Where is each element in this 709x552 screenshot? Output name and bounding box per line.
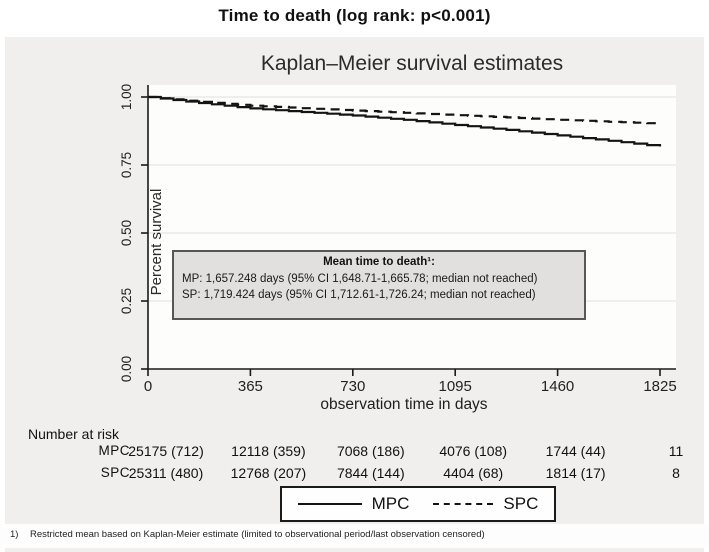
legend-dashed-line-icon <box>433 503 494 505</box>
footnote: 1) Restricted mean based on Kaplan-Meier … <box>10 529 485 540</box>
annotation-title: Mean time to death¹: <box>323 256 435 268</box>
risk-cell: 12768 (207) <box>230 465 307 481</box>
x-axis-label: observation time in days <box>320 396 487 413</box>
y-tick-label: 0.50 <box>119 220 134 246</box>
y-axis-label: Percent survival <box>148 188 165 296</box>
x-tick-label: 730 <box>340 378 365 395</box>
risk-cell: 7068 (186) <box>336 443 405 459</box>
risk-cell: 7844 (144) <box>336 465 405 481</box>
risk-cell: 8 <box>672 465 680 481</box>
y-tick-label: 0.25 <box>119 288 134 314</box>
y-tick-label: 0.75 <box>119 152 134 178</box>
x-tick-label: 1460 <box>541 378 574 395</box>
risk-cell: 4404 (68) <box>443 465 504 481</box>
footnote-text: Restricted mean based on Kaplan-Meier es… <box>30 529 485 540</box>
page-title: Time to death (log rank: p<0.001) <box>218 6 491 25</box>
legend-label-mpc: MPC <box>371 494 410 513</box>
plot-background <box>148 85 676 370</box>
annotation-line-sp: SP: 1,719.424 days (95% CI 1,712.61-1,72… <box>182 289 536 302</box>
risk-cell: 4076 (108) <box>439 443 508 459</box>
risk-cell: 1814 (17) <box>545 465 606 481</box>
x-tick-label: 1095 <box>439 378 472 395</box>
x-tick-label: 0 <box>144 378 152 395</box>
risk-cell: 1744 (44) <box>545 443 606 459</box>
legend-label-spc: SPC <box>503 494 539 513</box>
risk-cell: 11 <box>668 443 684 459</box>
curve-spc <box>148 95 662 125</box>
risk-table-header: Number at risk <box>28 426 120 442</box>
legend: MPC SPC <box>280 486 556 522</box>
chart-title: Kaplan–Meier survival estimates <box>260 52 564 75</box>
mean-time-annotation-box: Mean time to death¹: MP: 1,657.248 days … <box>172 250 586 320</box>
risk-row-label-spc: SPC <box>100 465 130 480</box>
footnote-band <box>0 524 709 548</box>
risk-cell: 25175 (712) <box>128 443 204 459</box>
x-tick-label: 1825 <box>643 378 676 395</box>
curve-mpc <box>148 95 662 147</box>
risk-row-label-mpc: MPC <box>98 443 130 458</box>
y-tick-label: 1.00 <box>119 84 134 110</box>
footnote-marker: 1) <box>10 529 19 540</box>
annotation-line-mp: MP: 1,657.248 days (95% CI 1,648.71-1,66… <box>182 273 538 285</box>
legend-solid-line-icon <box>297 503 362 505</box>
x-tick-label: 365 <box>238 378 263 395</box>
risk-cell: 25311 (480) <box>128 465 204 481</box>
y-tick-label: 0.00 <box>119 356 134 382</box>
risk-cell: 12118 (359) <box>231 443 306 459</box>
